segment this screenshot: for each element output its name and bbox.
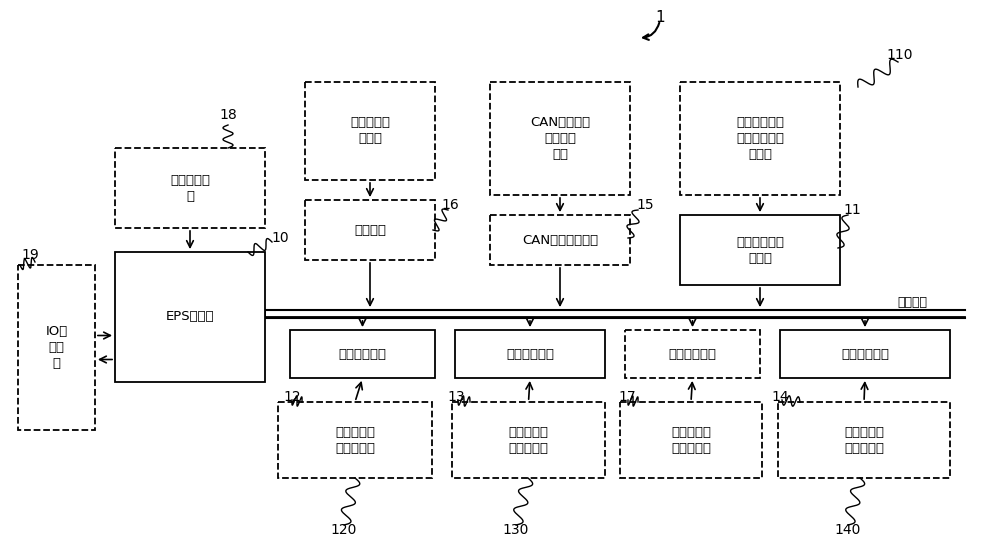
Text: 13: 13 (447, 390, 465, 404)
Text: 助力控制服务: 助力控制服务 (841, 347, 889, 361)
Bar (115, 148, 265, 228)
Text: IO接
口服
务: IO接 口服 务 (45, 325, 68, 370)
Text: CAN总线信号服务: CAN总线信号服务 (522, 233, 598, 247)
Text: 随速助力服务: 随速助力服务 (338, 347, 386, 361)
Bar (490, 82, 630, 195)
Bar (290, 330, 435, 378)
Text: 随速助力安
全监控服务: 随速助力安 全监控服务 (335, 425, 375, 454)
Bar (452, 402, 605, 478)
Text: 阻尼补偿安
全监控服务: 阻尼补偿安 全监控服务 (671, 425, 711, 454)
Text: 助力控制安
全监控服务: 助力控制安 全监控服务 (844, 425, 884, 454)
Bar (490, 215, 630, 265)
Bar (305, 82, 435, 180)
Text: 18: 18 (219, 108, 237, 122)
Text: CAN总线信号
安全监控
服务: CAN总线信号 安全监控 服务 (530, 116, 590, 161)
Bar (620, 402, 762, 478)
Bar (680, 82, 840, 195)
Text: 14: 14 (771, 390, 789, 404)
Text: 12: 12 (283, 390, 301, 404)
Bar (680, 215, 840, 285)
Text: 1: 1 (655, 10, 665, 26)
Text: 17: 17 (618, 390, 636, 404)
Text: 阻尼补偿服务: 阻尼补偿服务 (668, 347, 716, 361)
Text: 15: 15 (636, 198, 654, 212)
Bar (778, 402, 950, 478)
Bar (278, 402, 432, 478)
Bar (625, 330, 760, 378)
Text: 回正控制安
全监控服务: 回正控制安 全监控服务 (509, 425, 548, 454)
Text: 110: 110 (887, 48, 913, 62)
Text: 电源安全监
控服务: 电源安全监 控服务 (350, 117, 390, 146)
Text: 回正助力服务: 回正助力服务 (506, 347, 554, 361)
Text: 10: 10 (271, 231, 289, 245)
Text: 140: 140 (835, 523, 861, 537)
Text: 130: 130 (503, 523, 529, 537)
Text: EPS状态机: EPS状态机 (166, 311, 214, 323)
Text: 16: 16 (441, 198, 459, 212)
Text: 120: 120 (331, 523, 357, 537)
Text: 转矩传感器信
号服务: 转矩传感器信 号服务 (736, 236, 784, 265)
Bar (305, 200, 435, 260)
Text: 电源服务: 电源服务 (354, 224, 386, 237)
Bar (18, 265, 95, 430)
Text: 转矩传感器信
号服务安全监
控服务: 转矩传感器信 号服务安全监 控服务 (736, 116, 784, 161)
Bar (455, 330, 605, 378)
Text: 11: 11 (843, 203, 861, 217)
Bar (780, 330, 950, 378)
Bar (115, 252, 265, 382)
Text: 19: 19 (21, 248, 39, 262)
Text: 服务总线: 服务总线 (897, 295, 927, 309)
Text: 应用配置服
务: 应用配置服 务 (170, 174, 210, 203)
